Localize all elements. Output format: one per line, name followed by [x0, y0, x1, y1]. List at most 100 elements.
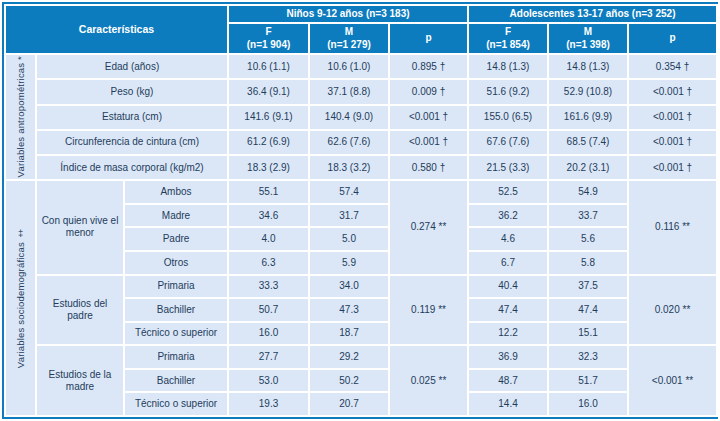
row-label: Circunferencia de cintura (cm) — [36, 130, 228, 155]
header-f-adolescentes-n: (n=1 854) — [472, 39, 544, 52]
row-label: Primaria — [124, 345, 228, 369]
value-cell: 5.6 — [548, 227, 628, 251]
section-label-sociodemograficas: Variables sociodemográficas ‡ — [5, 180, 36, 416]
section-label-sociodemograficas-text: Variables sociodemográficas ‡ — [15, 228, 26, 368]
value-cell: 141.6 (9.1) — [228, 105, 309, 130]
value-cell: 50.2 — [309, 369, 389, 393]
header-m-ninos: M(n=1 279) — [309, 23, 389, 54]
value-cell: 51.7 — [548, 369, 628, 393]
value-cell: 161.6 (9.9) — [548, 105, 628, 130]
p-value-cell: 0.119 ** — [389, 275, 468, 346]
row-label: Padre — [124, 227, 228, 251]
header-p-ninos: p — [389, 23, 468, 54]
p-value-cell: <0.001 † — [628, 105, 717, 130]
row-label: Índice de masa corporal (kg/m2) — [36, 155, 228, 180]
p-value-cell: <0.001 † — [389, 105, 468, 130]
value-cell: 21.5 (3.3) — [468, 155, 548, 180]
value-cell: 12.2 — [468, 322, 548, 346]
p-value-cell: <0.001 † — [628, 79, 717, 104]
value-cell: 5.0 — [309, 227, 389, 251]
value-cell: 57.4 — [309, 180, 389, 204]
value-cell: 18.3 (2.9) — [228, 155, 309, 180]
value-cell: 32.3 — [548, 345, 628, 369]
value-cell: 50.7 — [228, 298, 309, 322]
value-cell: 62.6 (7.6) — [309, 130, 389, 155]
value-cell: 18.3 (3.2) — [309, 155, 389, 180]
value-cell: 48.7 — [468, 369, 548, 393]
p-value-cell: <0.001 † — [628, 155, 717, 180]
value-cell: 47.4 — [468, 298, 548, 322]
p-value-cell: <0.001 † — [389, 130, 468, 155]
value-cell: 31.7 — [309, 204, 389, 228]
value-cell: 14.8 (1.3) — [548, 54, 628, 79]
value-cell: 5.9 — [309, 251, 389, 275]
row-label: Técnico o superior — [124, 322, 228, 346]
p-value-cell: 0.274 ** — [389, 180, 468, 274]
value-cell: 27.7 — [228, 345, 309, 369]
value-cell: 52.9 (10.8) — [548, 79, 628, 104]
row-label: Primaria — [124, 275, 228, 299]
value-cell: 140.4 (9.0) — [309, 105, 389, 130]
study-characteristics-table: Características Niños 9-12 años (n=3 183… — [4, 4, 718, 417]
header-p-adolescentes: p — [628, 23, 717, 54]
group-label-con-quien-vive: Con quien vive el menor — [36, 180, 124, 274]
header-f-adolescentes: F(n=1 854) — [468, 23, 548, 54]
p-value-cell: <0.001 † — [628, 130, 717, 155]
value-cell: 53.0 — [228, 369, 309, 393]
table-row: Índice de masa corporal (kg/m2) 18.3 (2.… — [5, 155, 717, 180]
table-frame: Características Niños 9-12 años (n=3 183… — [2, 2, 718, 419]
p-value-cell: 0.025 ** — [389, 345, 468, 416]
value-cell: 4.6 — [468, 227, 548, 251]
row-label: Técnico o superior — [124, 392, 228, 416]
value-cell: 10.6 (1.0) — [309, 54, 389, 79]
row-label: Ambos — [124, 180, 228, 204]
value-cell: 33.3 — [228, 275, 309, 299]
table-row: Estudios de la madre Primaria 27.7 29.2 … — [5, 345, 717, 369]
value-cell: 61.2 (6.9) — [228, 130, 309, 155]
row-label: Otros — [124, 251, 228, 275]
value-cell: 14.4 — [468, 392, 548, 416]
value-cell: 67.6 (7.6) — [468, 130, 548, 155]
p-value-cell: 0.020 ** — [628, 275, 717, 346]
p-value-cell: 0.354 † — [628, 54, 717, 79]
section-label-antropometricas-text: Variables antropométricas * — [15, 56, 26, 177]
table-body: Variables antropométricas * Edad (años) … — [5, 54, 717, 416]
value-cell: 68.5 (7.4) — [548, 130, 628, 155]
value-cell: 34.6 — [228, 204, 309, 228]
header-m-adolescentes-n: (n=1 398) — [552, 39, 624, 52]
value-cell: 10.6 (1.1) — [228, 54, 309, 79]
table-row: Variables antropométricas * Edad (años) … — [5, 54, 717, 79]
row-label: Peso (kg) — [36, 79, 228, 104]
value-cell: 29.2 — [309, 345, 389, 369]
value-cell: 54.9 — [548, 180, 628, 204]
header-f-ninos: F(n=1 904) — [228, 23, 309, 54]
value-cell: 36.9 — [468, 345, 548, 369]
value-cell: 55.1 — [228, 180, 309, 204]
value-cell: 37.5 — [548, 275, 628, 299]
value-cell: 6.3 — [228, 251, 309, 275]
row-label: Madre — [124, 204, 228, 228]
header-m-ninos-label: M — [313, 26, 385, 39]
group-label-estudios-madre: Estudios de la madre — [36, 345, 124, 416]
p-value-cell: 0.895 † — [389, 54, 468, 79]
value-cell: 16.0 — [228, 322, 309, 346]
value-cell: 155.0 (6.5) — [468, 105, 548, 130]
table-row: Circunferencia de cintura (cm) 61.2 (6.9… — [5, 130, 717, 155]
value-cell: 20.2 (3.1) — [548, 155, 628, 180]
value-cell: 52.5 — [468, 180, 548, 204]
value-cell: 36.2 — [468, 204, 548, 228]
header-f-ninos-label: F — [232, 26, 305, 39]
row-label: Estatura (cm) — [36, 105, 228, 130]
header-caracteristicas: Características — [5, 5, 228, 54]
value-cell: 51.6 (9.2) — [468, 79, 548, 104]
value-cell: 16.0 — [548, 392, 628, 416]
value-cell: 33.7 — [548, 204, 628, 228]
header-m-ninos-n: (n=1 279) — [313, 39, 385, 52]
p-value-cell: 0.116 ** — [628, 180, 717, 274]
value-cell: 14.8 (1.3) — [468, 54, 548, 79]
value-cell: 47.4 — [548, 298, 628, 322]
row-label: Bachiller — [124, 298, 228, 322]
header-group-adolescentes: Adolescentes 13-17 años (n=3 252) — [468, 5, 717, 23]
p-value-cell: 0.009 † — [389, 79, 468, 104]
header-m-adolescentes-label: M — [552, 26, 624, 39]
